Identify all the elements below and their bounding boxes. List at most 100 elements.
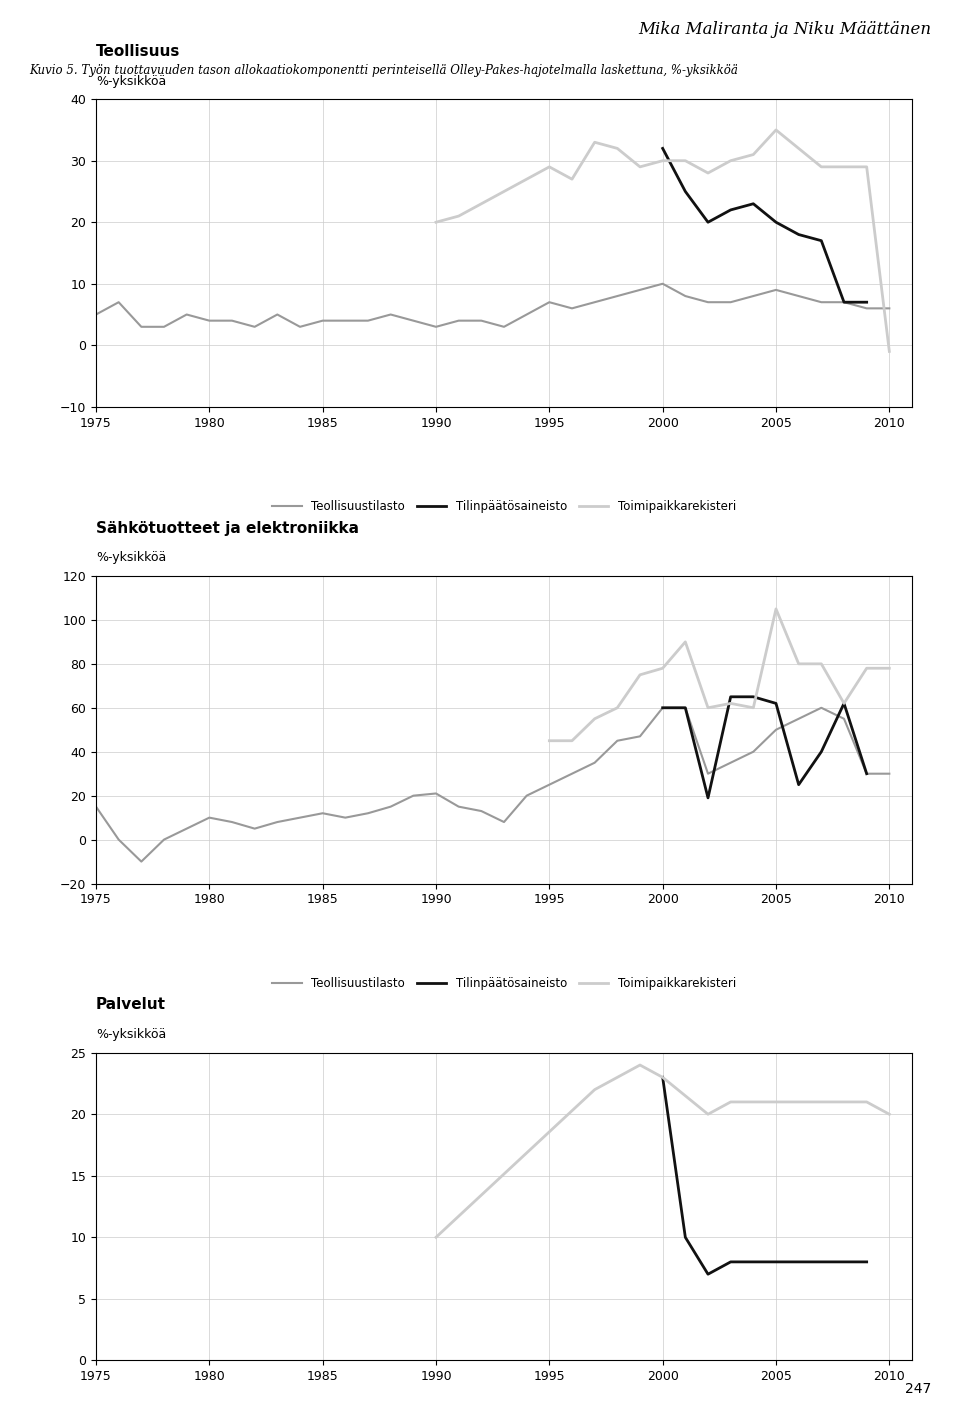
Toimipaikkarekisteri — [612, 1068, 623, 1085]
Teollisuustilasto — [362, 312, 373, 329]
Toimipaikkarekisteri — [861, 159, 873, 176]
Toimipaikkarekisteri — [793, 140, 804, 157]
Tilinpäätösaineisto — [770, 214, 781, 231]
Toimipaikkarekisteri — [612, 140, 623, 157]
Teollisuustilasto — [566, 765, 578, 782]
Toimipaikkarekisteri — [588, 710, 600, 727]
Teollisuustilasto — [883, 300, 895, 317]
Teollisuustilasto — [430, 785, 442, 802]
Legend: Teollisuustilasto, Tilinpäätösaineisto, Toimipaikkarekisteri: Teollisuustilasto, Tilinpäätösaineisto, … — [268, 496, 740, 517]
Text: Teollisuus: Teollisuus — [96, 44, 180, 60]
Teollisuustilasto — [340, 312, 351, 329]
Teollisuustilasto — [475, 802, 487, 819]
Toimipaikkarekisteri — [566, 170, 578, 187]
Tilinpäätösaineisto — [816, 1254, 828, 1271]
Line: Toimipaikkarekisteri: Toimipaikkarekisteri — [436, 130, 889, 351]
Teollisuustilasto — [113, 293, 125, 310]
Toimipaikkarekisteri — [657, 1068, 668, 1085]
Tilinpäätösaineisto — [725, 201, 736, 218]
Teollisuustilasto — [227, 312, 238, 329]
Teollisuustilasto — [135, 853, 147, 870]
Toimipaikkarekisteri — [588, 133, 600, 150]
Toimipaikkarekisteri — [748, 699, 759, 716]
Teollisuustilasto — [158, 832, 170, 849]
Teollisuustilasto — [135, 319, 147, 336]
Teollisuustilasto — [272, 306, 283, 323]
Teollisuustilasto — [612, 288, 623, 305]
Toimipaikkarekisteri — [838, 694, 850, 711]
Toimipaikkarekisteri — [703, 1105, 714, 1122]
Teollisuustilasto — [453, 798, 465, 815]
Toimipaikkarekisteri — [883, 343, 895, 360]
Teollisuustilasto — [317, 805, 328, 822]
Teollisuustilasto — [861, 765, 873, 782]
Teollisuustilasto — [113, 832, 125, 849]
Teollisuustilasto — [635, 728, 646, 745]
Teollisuustilasto — [204, 809, 215, 826]
Toimipaikkarekisteri — [725, 152, 736, 169]
Teollisuustilasto — [725, 754, 736, 771]
Toimipaikkarekisteri — [793, 1094, 804, 1111]
Teollisuustilasto — [657, 699, 668, 716]
Tilinpäätösaineisto — [725, 689, 736, 706]
Legend: Teollisuustilasto, Tilinpäätösaineisto, Toimipaikkarekisteri: Teollisuustilasto, Tilinpäätösaineisto, … — [268, 972, 740, 995]
Teollisuustilasto — [612, 733, 623, 750]
Teollisuustilasto — [385, 798, 396, 815]
Toimipaikkarekisteri — [703, 699, 714, 716]
Text: Mika Maliranta ja Niku Määttänen: Mika Maliranta ja Niku Määttänen — [638, 21, 931, 38]
Teollisuustilasto — [408, 788, 420, 805]
Tilinpäätösaineisto — [861, 293, 873, 310]
Tilinpäätösaineisto — [748, 689, 759, 706]
Teollisuustilasto — [838, 293, 850, 310]
Tilinpäätösaineisto — [680, 1229, 691, 1246]
Teollisuustilasto — [883, 765, 895, 782]
Tilinpäätösaineisto — [793, 777, 804, 794]
Toimipaikkarekisteri — [838, 1094, 850, 1111]
Toimipaikkarekisteri — [612, 699, 623, 716]
Teollisuustilasto — [816, 699, 828, 716]
Teollisuustilasto — [816, 293, 828, 310]
Teollisuustilasto — [521, 306, 533, 323]
Teollisuustilasto — [770, 282, 781, 299]
Teollisuustilasto — [158, 319, 170, 336]
Text: 247: 247 — [905, 1382, 931, 1396]
Teollisuustilasto — [180, 306, 192, 323]
Toimipaikkarekisteri — [861, 1094, 873, 1111]
Line: Toimipaikkarekisteri: Toimipaikkarekisteri — [436, 1066, 889, 1237]
Teollisuustilasto — [408, 312, 420, 329]
Teollisuustilasto — [90, 306, 102, 323]
Teollisuustilasto — [793, 710, 804, 727]
Tilinpäätösaineisto — [748, 196, 759, 213]
Toimipaikkarekisteri — [816, 1094, 828, 1111]
Teollisuustilasto — [453, 312, 465, 329]
Toimipaikkarekisteri — [635, 159, 646, 176]
Toimipaikkarekisteri — [725, 1094, 736, 1111]
Teollisuustilasto — [498, 813, 510, 830]
Toimipaikkarekisteri — [453, 207, 465, 224]
Toimipaikkarekisteri — [770, 601, 781, 618]
Tilinpäätösaineisto — [838, 694, 850, 711]
Tilinpäätösaineisto — [838, 293, 850, 310]
Toimipaikkarekisteri — [657, 660, 668, 677]
Tilinpäätösaineisto — [838, 1254, 850, 1271]
Teollisuustilasto — [566, 300, 578, 317]
Toimipaikkarekisteri — [748, 1094, 759, 1111]
Line: Teollisuustilasto: Teollisuustilasto — [96, 707, 889, 862]
Tilinpäätösaineisto — [793, 227, 804, 244]
Tilinpäätösaineisto — [657, 140, 668, 157]
Teollisuustilasto — [249, 319, 260, 336]
Toimipaikkarekisteri — [861, 660, 873, 677]
Toimipaikkarekisteri — [566, 733, 578, 750]
Teollisuustilasto — [317, 312, 328, 329]
Tilinpäätösaineisto — [770, 694, 781, 711]
Teollisuustilasto — [227, 813, 238, 830]
Teollisuustilasto — [362, 805, 373, 822]
Toimipaikkarekisteri — [883, 1105, 895, 1122]
Tilinpäätösaineisto — [770, 1254, 781, 1271]
Teollisuustilasto — [838, 710, 850, 727]
Toimipaikkarekisteri — [748, 146, 759, 163]
Teollisuustilasto — [385, 306, 396, 323]
Line: Teollisuustilasto: Teollisuustilasto — [96, 283, 889, 327]
Teollisuustilasto — [294, 319, 305, 336]
Toimipaikkarekisteri — [838, 159, 850, 176]
